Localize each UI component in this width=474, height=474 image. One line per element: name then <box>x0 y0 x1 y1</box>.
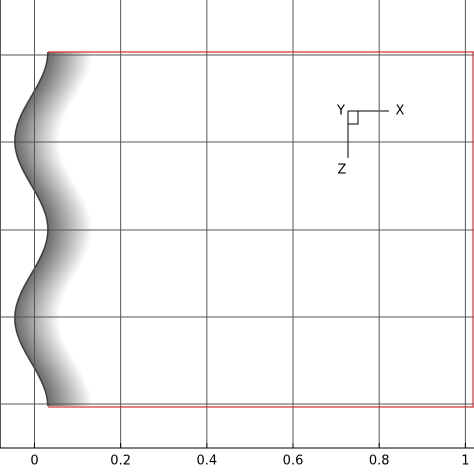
x-tick-label: 1 <box>461 454 469 469</box>
triad-y-label: Y <box>336 104 345 119</box>
triad-corner <box>348 111 359 125</box>
x-tick-label: 0.2 <box>110 454 131 469</box>
wall-outline <box>14 52 49 407</box>
axes-triad: Y X Z <box>336 104 405 178</box>
x-tick-label: 0.4 <box>196 454 217 469</box>
triad-z-label: Z <box>338 163 347 178</box>
x-tick-label: 0 <box>30 454 38 469</box>
x-tick-label: 0.6 <box>283 454 304 469</box>
triad-x-label: X <box>396 104 405 119</box>
x-tick-label: 0.8 <box>369 454 390 469</box>
domain <box>14 51 474 408</box>
